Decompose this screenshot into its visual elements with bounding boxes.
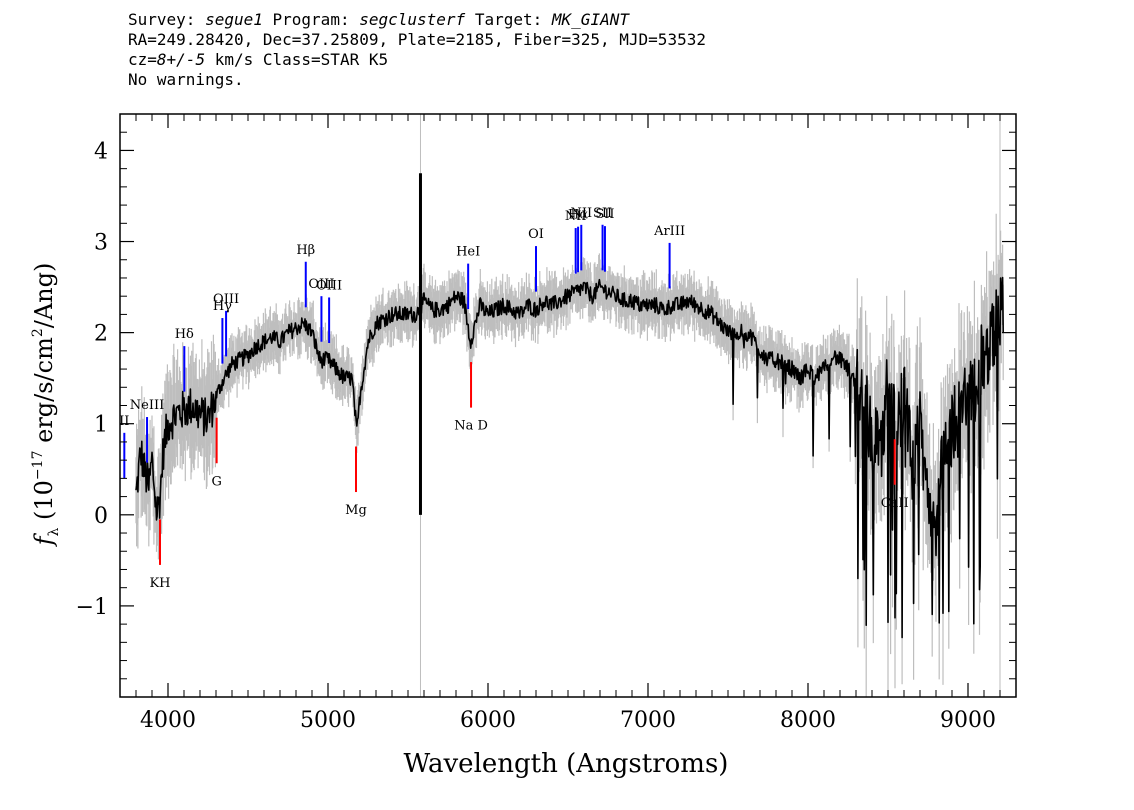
x-tick-label: 5000	[300, 708, 356, 733]
emission-line-label: HeI	[456, 245, 480, 260]
emission-line-label: Hβ	[296, 243, 315, 258]
cz-value: 8+/-5	[156, 50, 206, 69]
emission-line-label: OIII	[316, 278, 342, 293]
axis-ticks: 4000 5000 6000 7000 8000 9000 −1 0 1 2 3 4	[76, 114, 1017, 733]
emission-line-label: NeIII	[130, 398, 164, 413]
y-tick-label: 1	[94, 413, 108, 438]
emission-line-label: SII	[593, 206, 612, 221]
emission-line-label: OI	[528, 227, 544, 242]
header-line-2: RA=249.28420, Dec=37.25809, Plate=2185, …	[128, 30, 706, 49]
header-line-4: No warnings.	[128, 70, 244, 89]
x-tick-label: 9000	[940, 708, 996, 733]
y-tick-label: 0	[94, 504, 108, 529]
emission-line-label: Hγ	[213, 299, 232, 314]
emission-line-label: NII	[565, 209, 587, 224]
flux-path	[135, 276, 1004, 639]
y-tick-label: 2	[94, 322, 108, 347]
emission-line-label: SII	[595, 207, 614, 222]
x-tick-label: 8000	[780, 708, 836, 733]
absorption-line-label: Mg	[345, 503, 367, 518]
error-band-path	[135, 213, 1004, 697]
program-value: segclusterf	[359, 10, 466, 29]
y-tick-label: −1	[76, 595, 108, 620]
absorption-line-label: G	[211, 474, 221, 489]
y-tick-label: 3	[94, 231, 108, 256]
header-line-3: cz=8+/-5 km/s Class=STAR K5	[128, 50, 389, 69]
error-band	[135, 114, 1004, 697]
emission-line-label: ArIII	[653, 224, 685, 239]
emission-line-label: OIII	[213, 292, 239, 307]
y-axis-label: fλ (10−17 erg/s/cm2/Ang)	[30, 263, 62, 548]
emission-line-label: II	[119, 414, 129, 429]
flux-series	[135, 173, 1004, 639]
x-tick-label: 7000	[620, 708, 676, 733]
emission-line-label: NII	[570, 206, 592, 221]
absorption-line-label: Na D	[454, 419, 488, 434]
x-axis-label: Wavelength (Angstroms)	[404, 749, 729, 779]
x-tick-label: 6000	[460, 708, 516, 733]
emission-line-label: OIII	[308, 277, 334, 292]
absorption-line-label: KH	[149, 576, 170, 591]
y-tick-label: 4	[94, 139, 108, 164]
absorption-line-label: CaII	[881, 496, 909, 511]
survey-value: segue1	[205, 10, 263, 29]
x-tick-label: 4000	[140, 708, 196, 733]
spectrum-header: Survey: segue1 Program: segclusterf Targ…	[128, 10, 1028, 90]
emission-line-label: Hδ	[175, 327, 194, 342]
header-line-1: Survey: segue1 Program: segclusterf Targ…	[128, 10, 629, 29]
emission-line-label: Hα	[568, 208, 588, 223]
target-value: MK_GIANT	[551, 10, 629, 29]
